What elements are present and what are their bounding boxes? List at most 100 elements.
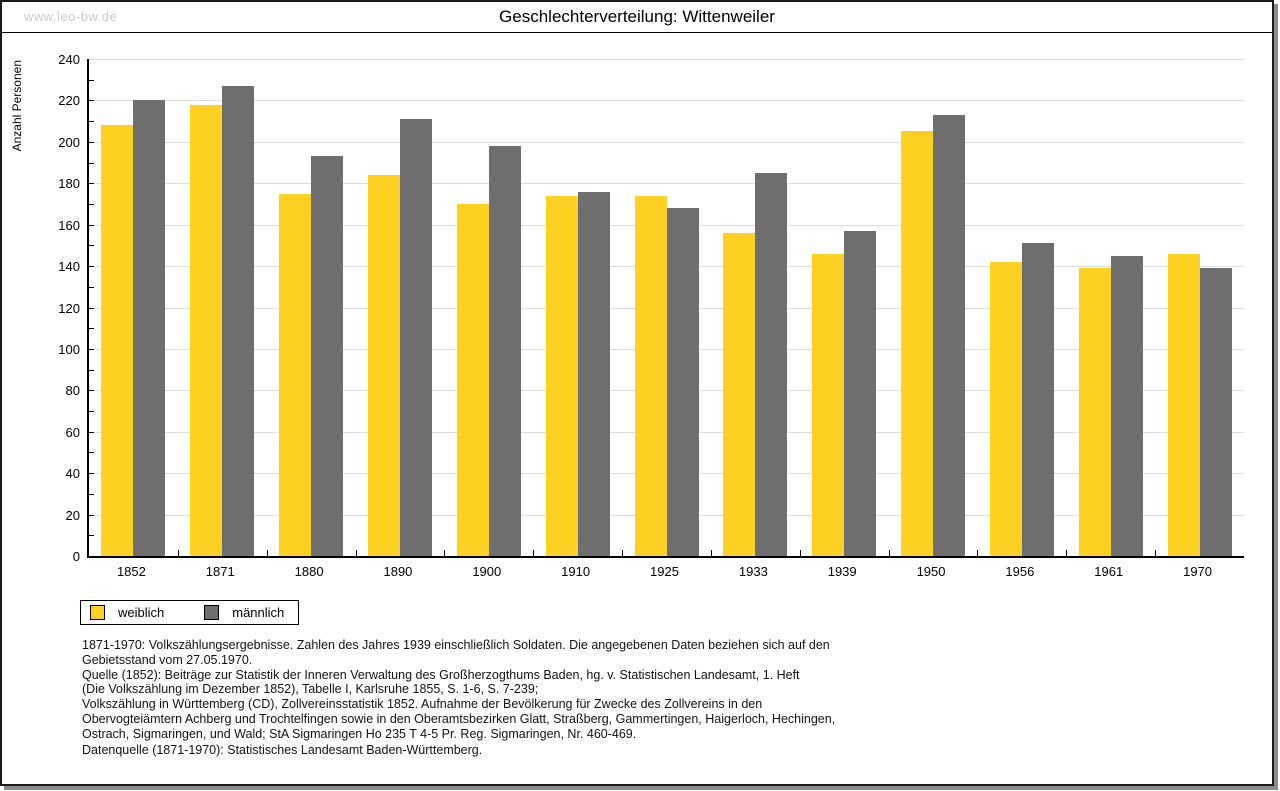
footnote-sources: 1871-1970: Volkszählungsergebnisse. Zahl…: [82, 638, 836, 741]
y-axis-tick-160: [89, 224, 94, 226]
y-axis-tick-190: [89, 162, 94, 164]
y-gridline-200: [89, 141, 1244, 143]
x-axis-tick-1: [177, 550, 179, 556]
y-tick-label-100: 100: [58, 341, 80, 357]
x-axis-tick-10: [977, 550, 979, 556]
bar-männlich-1961: [1110, 255, 1143, 556]
x-tick-label-1910: 1910: [561, 564, 591, 579]
x-tick-label-1961: 1961: [1094, 564, 1124, 579]
x-axis-tick-2: [266, 550, 268, 556]
bar-weiblich-1900: [456, 203, 489, 556]
x-tick-label-1890: 1890: [383, 564, 413, 579]
y-axis-tick-180: [89, 183, 94, 185]
x-axis-tick-9: [888, 550, 890, 556]
bar-männlich-1852: [133, 100, 166, 556]
bar-männlich-1880: [311, 156, 344, 556]
x-axis-tick-11: [1066, 550, 1068, 556]
x-tick-label-1950: 1950: [916, 564, 946, 579]
y-axis-tick-130: [89, 286, 94, 288]
y-axis-tick-120: [89, 307, 94, 309]
x-tick-label-1925: 1925: [650, 564, 679, 579]
y-tick-label-160: 160: [58, 217, 80, 233]
bar-männlich-1871: [222, 85, 255, 556]
bar-weiblich-1925: [634, 195, 667, 556]
x-tick-label-1933: 1933: [738, 564, 768, 579]
title-bar: www.leo-bw.de Geschlechterverteilung: Wi…: [2, 2, 1272, 33]
x-axis-tick-3: [355, 550, 357, 556]
x-tick-label-1939: 1939: [827, 564, 857, 579]
y-axis-tick-100: [89, 348, 94, 350]
x-axis-tick-6: [622, 550, 624, 556]
bar-weiblich-1939: [812, 253, 845, 556]
y-axis-tick-220: [89, 100, 94, 102]
legend-swatch-männlich: [204, 605, 220, 620]
x-axis-tick-5: [533, 550, 535, 556]
y-axis-tick-110: [89, 328, 94, 330]
bar-weiblich-1950: [901, 131, 934, 556]
y-axis-tick-210: [89, 121, 94, 123]
bar-männlich-1956: [1021, 243, 1054, 556]
y-axis-tick-150: [89, 245, 94, 247]
bar-männlich-1925: [666, 208, 699, 556]
legend-label-weiblich: weiblich: [118, 605, 165, 620]
y-tick-label-80: 80: [65, 383, 80, 399]
bar-weiblich-1970: [1167, 253, 1200, 556]
y-tick-label-240: 240: [58, 52, 80, 67]
bar-männlich-1970: [1199, 268, 1232, 556]
x-tick-label-1900: 1900: [472, 564, 502, 579]
y-axis-label: Anzahl Personen: [10, 60, 24, 152]
y-axis-tick-90: [89, 369, 94, 371]
bar-männlich-1890: [399, 119, 432, 556]
bar-männlich-1950: [933, 114, 966, 556]
bar-weiblich-1852: [101, 125, 134, 556]
watermark-text: www.leo-bw.de: [24, 9, 118, 24]
y-axis-tick-200: [89, 141, 94, 143]
y-tick-label-220: 220: [58, 93, 80, 109]
y-gridline-220: [89, 100, 1244, 102]
chart-title: Geschlechterverteilung: Wittenweiler: [499, 7, 775, 26]
bar-männlich-1933: [755, 172, 788, 556]
bar-weiblich-1890: [367, 174, 400, 556]
y-axis-tick-140: [89, 266, 94, 268]
y-axis-tick-60: [89, 431, 94, 433]
bar-weiblich-1871: [190, 104, 223, 556]
y-tick-label-140: 140: [58, 259, 80, 275]
y-axis-tick-50: [89, 452, 94, 454]
y-axis-tick-10: [89, 535, 94, 537]
y-axis-tick-30: [89, 493, 94, 495]
y-axis-tick-40: [89, 473, 94, 475]
x-tick-label-1871: 1871: [205, 564, 235, 579]
x-tick-label-1852: 1852: [116, 564, 146, 579]
bar-weiblich-1933: [723, 232, 756, 556]
legend-label-männlich: männlich: [232, 605, 285, 620]
y-axis-tick-70: [89, 411, 94, 413]
x-tick-label-1970: 1970: [1183, 564, 1213, 579]
bar-männlich-1910: [577, 191, 610, 556]
x-axis-tick-4: [444, 550, 446, 556]
y-tick-label-120: 120: [58, 300, 80, 316]
bar-weiblich-1910: [545, 195, 578, 556]
y-tick-label-40: 40: [65, 466, 80, 482]
x-axis-tick-7: [710, 550, 712, 556]
bar-männlich-1900: [488, 145, 521, 556]
y-tick-label-0: 0: [72, 549, 80, 564]
x-tick-label-1880: 1880: [294, 564, 324, 579]
legend: weiblich männlich: [80, 600, 300, 625]
bar-weiblich-1956: [989, 261, 1022, 556]
y-gridline-180: [89, 183, 1244, 185]
bar-weiblich-1961: [1078, 268, 1111, 556]
bar-männlich-1939: [844, 230, 877, 556]
y-axis-tick-230: [89, 79, 94, 81]
y-tick-label-180: 180: [58, 176, 80, 192]
legend-swatch-weiblich: [90, 605, 105, 620]
x-axis-tick-8: [799, 550, 801, 556]
y-axis-tick-170: [89, 203, 94, 205]
y-tick-label-200: 200: [58, 134, 80, 150]
y-gridline-240: [89, 59, 1244, 60]
footnote-data-source: Datenquelle (1871-1970): Statistisches L…: [82, 743, 483, 757]
x-axis-tick-12: [1155, 550, 1157, 556]
bar-weiblich-1880: [279, 193, 312, 556]
y-tick-label-20: 20: [65, 507, 80, 523]
plot-area: [87, 59, 1244, 558]
